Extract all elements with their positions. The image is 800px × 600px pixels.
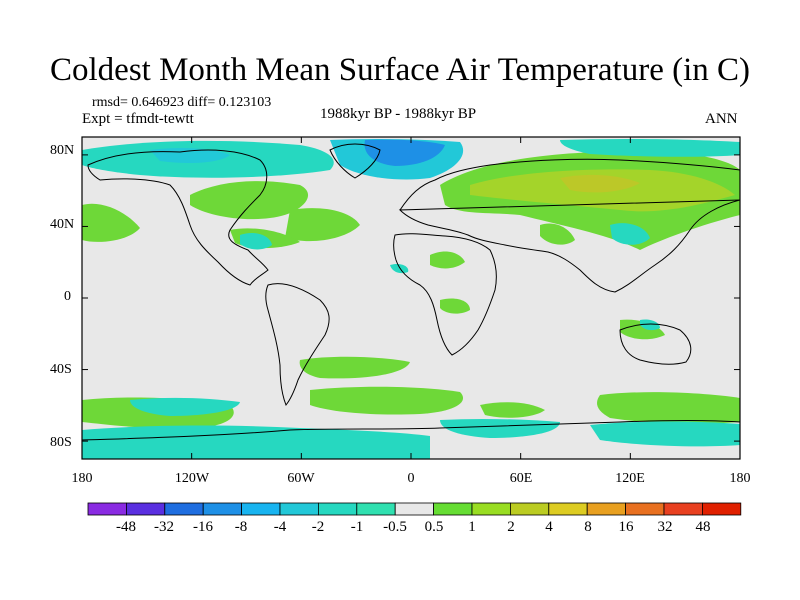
- colorbar-label: 8: [584, 519, 592, 535]
- colorbar-label: -8: [235, 519, 248, 535]
- lat-label: 80S: [50, 435, 72, 450]
- anomaly-patch: [590, 421, 740, 447]
- colorbar-labels: -48 -32 -16 -8 -4 -2 -1 -0.5 0.5 1 2 4 8…: [116, 519, 711, 535]
- coastline-greenland: [329, 143, 381, 179]
- lat-label: 40S: [50, 362, 72, 377]
- map-title: Coldest Month Mean Surface Air Temperatu…: [50, 52, 750, 88]
- colorbar-label: 16: [619, 519, 635, 535]
- season-label: ANN: [705, 111, 738, 127]
- anomaly-patch: [640, 319, 660, 331]
- anomaly-patch: [82, 425, 430, 459]
- anomaly-patch: [285, 208, 360, 242]
- colorbar-label: -32: [154, 519, 174, 535]
- colorbar-swatch: [702, 502, 742, 516]
- colorbar-swatch: [433, 502, 473, 516]
- coastline-north-america: [87, 149, 269, 286]
- anomaly-patch: [560, 174, 640, 193]
- anomaly-patch: [440, 298, 470, 314]
- anomaly-patch: [310, 386, 464, 415]
- colorbar-swatch: [202, 502, 242, 516]
- anomaly-fill-layer: [82, 138, 740, 459]
- colorbar-label: -1: [351, 519, 364, 535]
- anomaly-patch: [610, 223, 650, 245]
- anomaly-patch: [480, 402, 545, 418]
- axis-ticks: [81, 137, 741, 459]
- coastline-south-america: [265, 283, 330, 406]
- colorbar-swatch: [87, 502, 127, 516]
- anomaly-patch: [440, 418, 560, 438]
- colorbar-swatch: [509, 502, 550, 516]
- colorbar-swatch: [548, 502, 588, 516]
- colorbar-label: 4: [545, 519, 553, 535]
- anomaly-patch: [240, 233, 272, 250]
- colorbar-swatch: [317, 502, 358, 516]
- colorbar-label: -2: [312, 519, 325, 535]
- colorbar-swatch: [394, 502, 435, 516]
- colorbar-label: 48: [696, 519, 711, 535]
- lon-label: 60E: [510, 471, 533, 486]
- colorbar-label: 32: [658, 519, 673, 535]
- colorbar-swatch: [241, 502, 281, 516]
- anomaly-patch: [430, 251, 465, 269]
- colorbar-label: 2: [507, 519, 515, 535]
- colorbar-label: -0.5: [383, 519, 407, 535]
- colorbar-swatch: [279, 502, 319, 516]
- lon-label: 180: [730, 471, 751, 486]
- anomaly-patch: [560, 138, 740, 157]
- colorbar: [87, 502, 742, 516]
- coastline-australia: [619, 323, 692, 365]
- anomaly-patch: [190, 181, 309, 220]
- anomaly-patch: [82, 203, 140, 242]
- anomaly-patch: [540, 223, 575, 245]
- lat-label: 0: [64, 289, 71, 304]
- rmsd-diff-stats: rmsd= 0.646923 diff= 0.123103: [92, 95, 272, 110]
- colorbar-label: -16: [193, 519, 213, 535]
- anomaly-patch: [597, 392, 740, 424]
- anomaly-patch: [390, 263, 409, 274]
- colorbar-swatch: [625, 502, 665, 516]
- anomaly-patch: [130, 397, 240, 416]
- period-label: 1988kyr BP - 1988kyr BP: [320, 106, 477, 122]
- colorbar-swatch: [471, 502, 511, 516]
- colorbar-swatch: [356, 502, 396, 516]
- lat-label: 40N: [50, 217, 74, 232]
- colorbar-label: 1: [468, 519, 476, 535]
- colorbar-swatch: [164, 502, 204, 516]
- colorbar-label: 0.5: [425, 519, 444, 535]
- lon-label: 120W: [175, 471, 210, 486]
- colorbar-swatch: [663, 502, 703, 516]
- colorbar-swatch: [586, 502, 627, 516]
- anomaly-patch: [364, 139, 445, 166]
- lon-label: 120E: [615, 471, 645, 486]
- anomaly-patch: [299, 356, 410, 379]
- lon-label: 0: [408, 471, 415, 486]
- colorbar-label: -4: [274, 519, 287, 535]
- experiment-label: Expt = tfmdt-tewtt: [82, 111, 194, 127]
- lon-label: 60W: [287, 471, 315, 486]
- anomaly-patch: [620, 319, 665, 340]
- lat-label: 80N: [50, 143, 74, 158]
- coastline-africa: [393, 233, 497, 356]
- lon-label: 180: [72, 471, 93, 486]
- colorbar-swatch: [126, 502, 166, 516]
- coastline-antarctica: [82, 420, 740, 441]
- coastline-eurasia: [398, 158, 740, 293]
- colorbar-label: -48: [116, 519, 136, 535]
- coastlines: [82, 143, 740, 441]
